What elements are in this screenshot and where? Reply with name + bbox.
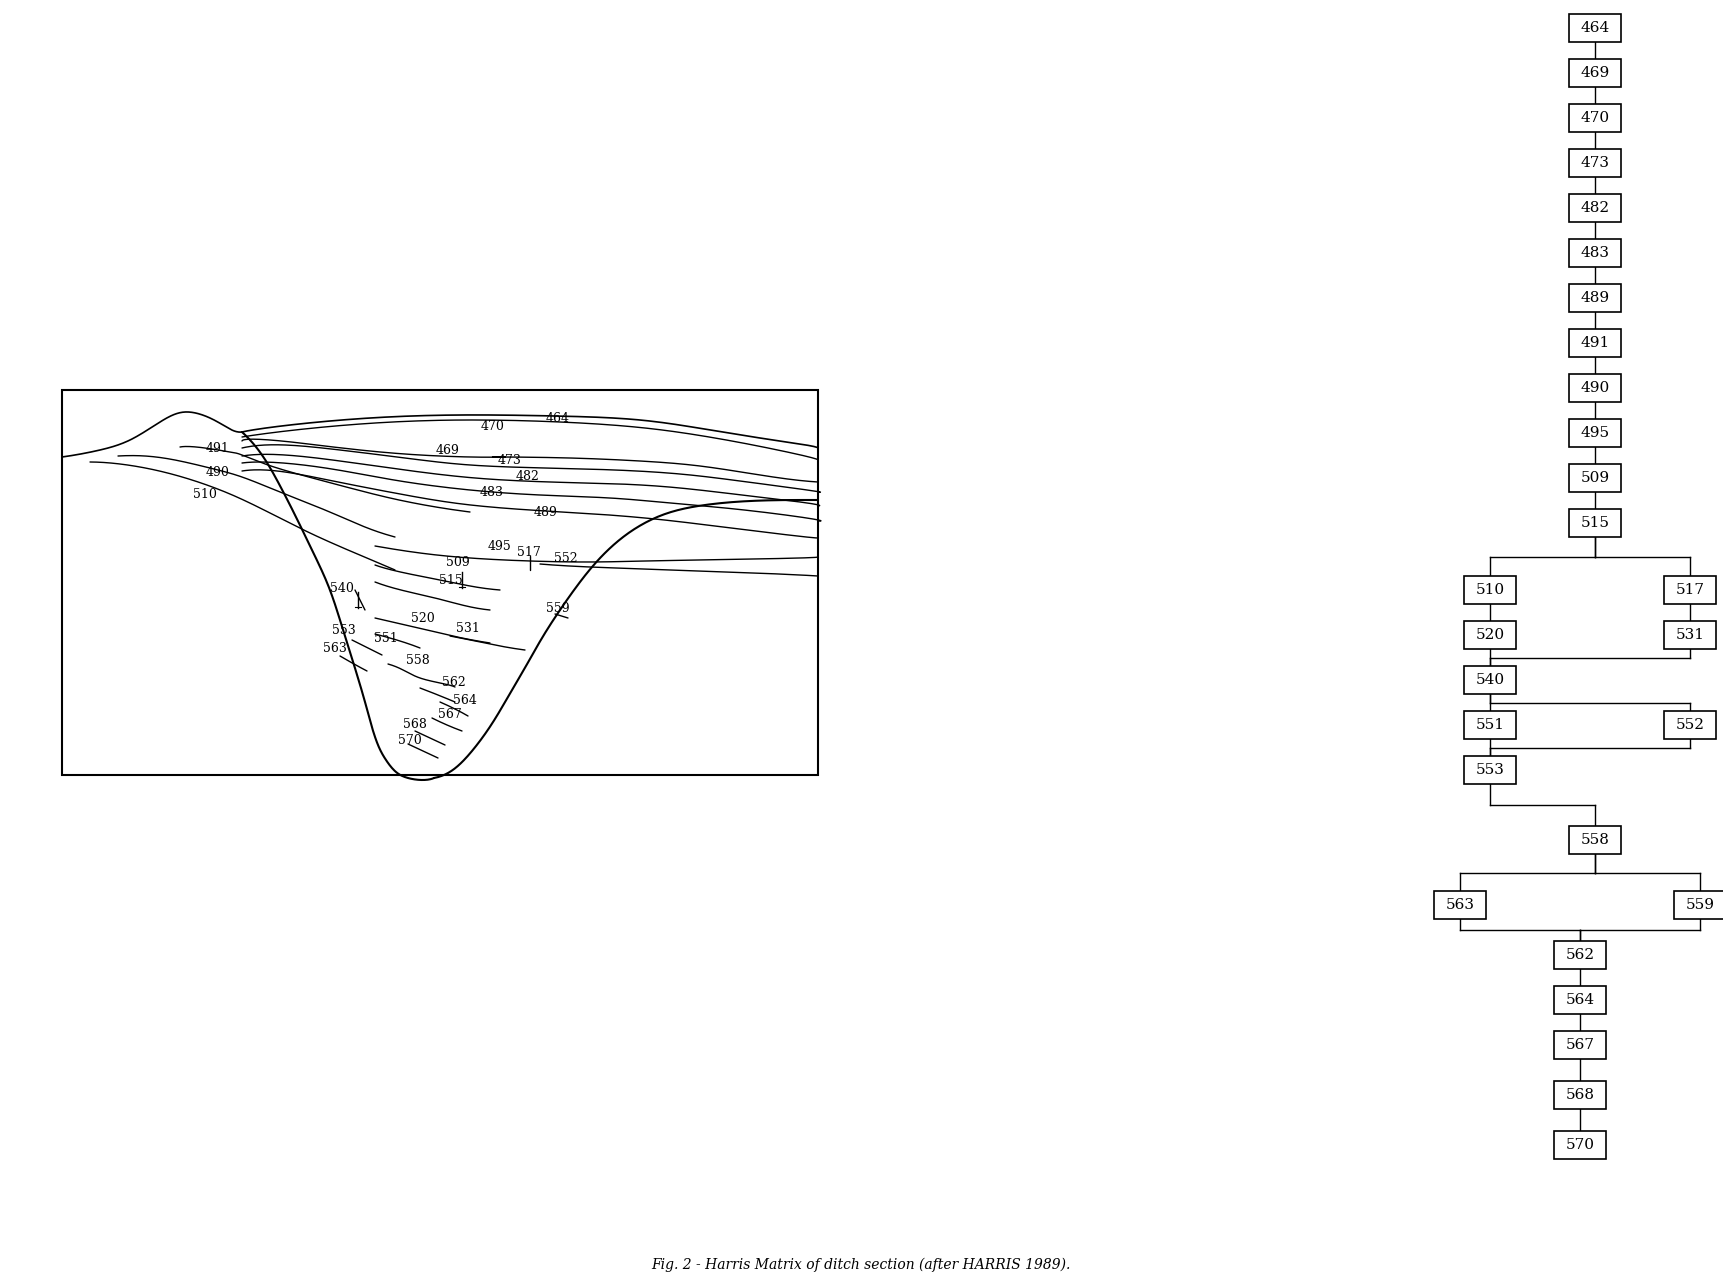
FancyBboxPatch shape <box>1465 621 1516 649</box>
Text: 564: 564 <box>1566 993 1594 1007</box>
Text: 473: 473 <box>1580 156 1609 170</box>
Text: 490: 490 <box>207 465 229 479</box>
Text: 564: 564 <box>453 693 477 707</box>
Text: 553: 553 <box>1475 763 1504 778</box>
Text: 470: 470 <box>481 419 505 433</box>
Text: 490: 490 <box>1580 380 1609 395</box>
Text: 558: 558 <box>407 653 429 666</box>
Text: 469: 469 <box>1580 67 1609 79</box>
FancyBboxPatch shape <box>1465 756 1516 784</box>
FancyBboxPatch shape <box>1554 942 1606 968</box>
Text: 509: 509 <box>1580 471 1609 485</box>
Text: 551: 551 <box>1475 717 1504 731</box>
FancyBboxPatch shape <box>1554 1081 1606 1109</box>
Text: 510: 510 <box>193 488 217 501</box>
FancyBboxPatch shape <box>1570 104 1621 132</box>
FancyBboxPatch shape <box>1570 419 1621 447</box>
Text: 559: 559 <box>1685 898 1714 912</box>
Text: 552: 552 <box>555 552 577 565</box>
Text: 567: 567 <box>1566 1038 1594 1052</box>
FancyBboxPatch shape <box>1570 509 1621 537</box>
Text: 553: 553 <box>333 624 357 637</box>
FancyBboxPatch shape <box>1465 711 1516 739</box>
Text: 540: 540 <box>331 582 353 594</box>
Text: 570: 570 <box>398 734 422 747</box>
Text: 483: 483 <box>481 485 505 498</box>
Text: 531: 531 <box>1675 628 1704 642</box>
FancyBboxPatch shape <box>1570 149 1621 177</box>
FancyBboxPatch shape <box>1570 284 1621 313</box>
Text: 552: 552 <box>1675 717 1704 731</box>
FancyBboxPatch shape <box>1664 576 1716 605</box>
FancyBboxPatch shape <box>1570 240 1621 266</box>
Text: 464: 464 <box>546 411 570 424</box>
FancyBboxPatch shape <box>1570 329 1621 357</box>
Text: 562: 562 <box>443 675 465 688</box>
FancyBboxPatch shape <box>1570 193 1621 222</box>
Text: 531: 531 <box>457 623 481 635</box>
Text: 562: 562 <box>1566 948 1594 962</box>
Text: 568: 568 <box>403 719 427 731</box>
Text: 517: 517 <box>517 547 541 560</box>
Text: Fig. 2 - Harris Matrix of ditch section (after HARRIS 1989).: Fig. 2 - Harris Matrix of ditch section … <box>651 1258 1070 1272</box>
Text: 558: 558 <box>1580 833 1609 847</box>
Text: 551: 551 <box>374 632 398 644</box>
Text: 570: 570 <box>1566 1138 1594 1152</box>
FancyBboxPatch shape <box>1570 374 1621 402</box>
Text: 491: 491 <box>1580 336 1609 350</box>
FancyBboxPatch shape <box>1465 576 1516 605</box>
Text: 470: 470 <box>1580 111 1609 126</box>
Text: 489: 489 <box>1580 291 1609 305</box>
FancyBboxPatch shape <box>1465 666 1516 694</box>
Text: 520: 520 <box>412 611 434 625</box>
Text: 515: 515 <box>1580 516 1609 530</box>
Text: 495: 495 <box>488 541 512 553</box>
Text: 515: 515 <box>439 574 463 588</box>
Bar <box>62 389 818 775</box>
Text: 464: 464 <box>1580 20 1609 35</box>
Text: 520: 520 <box>1475 628 1504 642</box>
FancyBboxPatch shape <box>1554 986 1606 1015</box>
FancyBboxPatch shape <box>1554 1031 1606 1059</box>
Text: 483: 483 <box>1580 246 1609 260</box>
Text: 495: 495 <box>1580 427 1609 439</box>
FancyBboxPatch shape <box>1554 1131 1606 1159</box>
Text: 568: 568 <box>1566 1088 1594 1102</box>
FancyBboxPatch shape <box>1675 892 1723 918</box>
FancyBboxPatch shape <box>1664 711 1716 739</box>
Text: 482: 482 <box>1580 201 1609 215</box>
Text: 540: 540 <box>1475 673 1504 687</box>
FancyBboxPatch shape <box>1664 621 1716 649</box>
FancyBboxPatch shape <box>1570 826 1621 854</box>
Text: 509: 509 <box>446 556 470 569</box>
Text: 510: 510 <box>1475 583 1504 597</box>
Text: 473: 473 <box>498 455 522 468</box>
FancyBboxPatch shape <box>1434 892 1485 918</box>
Text: 517: 517 <box>1675 583 1704 597</box>
FancyBboxPatch shape <box>1570 14 1621 42</box>
Text: 489: 489 <box>534 506 558 519</box>
FancyBboxPatch shape <box>1570 59 1621 87</box>
FancyBboxPatch shape <box>1570 464 1621 492</box>
Text: 563: 563 <box>324 642 346 655</box>
Text: 559: 559 <box>546 602 570 615</box>
Text: 563: 563 <box>1446 898 1475 912</box>
Text: 567: 567 <box>438 707 462 720</box>
Text: 469: 469 <box>436 445 460 457</box>
Text: 482: 482 <box>517 470 539 483</box>
Text: 491: 491 <box>207 442 229 455</box>
